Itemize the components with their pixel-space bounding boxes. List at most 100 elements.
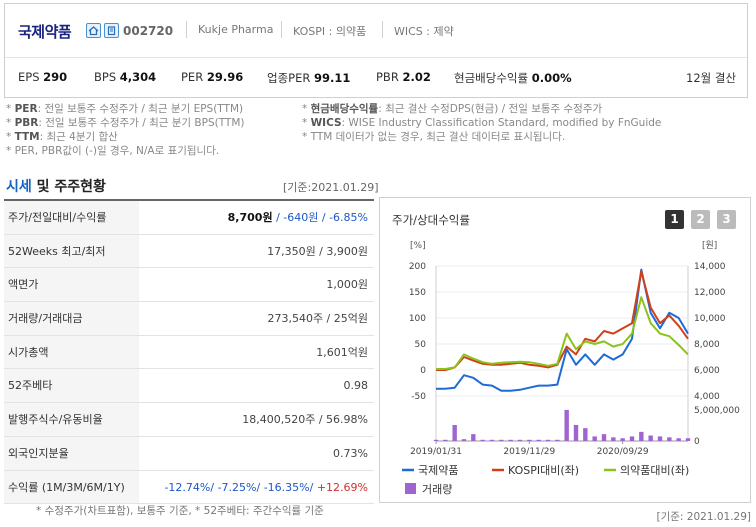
table-row: 거래량/거래대금 273,540주 / 25억원 (4, 302, 374, 336)
chart-title: 주가/상대수익률 (392, 213, 470, 227)
company-header: 국제약품 002720 Kukje Pharma KOSPI : 의약품 WIC… (4, 3, 748, 98)
company-name: 국제약품 (18, 23, 72, 41)
table-row: 주가/전일대비/수익률 8,700원 / -640원 / -6.85% (4, 201, 374, 235)
price-table: 주가/전일대비/수익률 8,700원 / -640원 / -6.85% 52We… (4, 199, 374, 505)
table-row: 액면가 1,000원 (4, 268, 374, 303)
volume-bar (471, 434, 476, 441)
chart-panel: 주가/상대수익률 1 2 3 [%] [원] 200 150 100 50 0 -50 14,0… (379, 197, 751, 503)
volume-bar (639, 431, 644, 441)
note-item: * PBR: 전일 보통주 수정주가 / 최근 분기 BPS(TTM) (6, 117, 245, 129)
volume-bar (601, 434, 607, 441)
notes-left: * PER: 전일 보통주 수정주가 / 최근 분기 EPS(TTM) * PB… (6, 102, 245, 158)
metric-per: PER 29.96 (181, 70, 244, 84)
english-name: Kukje Pharma (198, 23, 274, 36)
volume-bar (573, 425, 579, 441)
volume-bar (620, 438, 625, 441)
volume-bar (611, 437, 616, 441)
note-item: * 현금배당수익률: 최근 결산 수정DPS(현금) / 전일 보통주 수정주가 (302, 103, 603, 115)
wics-sector: WICS : 제약 (394, 25, 454, 38)
row-value: 1,000원 (326, 278, 368, 292)
section-title: 시세 및 주주현황 (6, 179, 106, 195)
note-item: * WICS: WISE Industry Classification Sta… (302, 117, 662, 129)
row-label: 액면가 (4, 268, 139, 302)
volume-bar (564, 409, 569, 441)
right-tick-label: 8,000 (694, 340, 720, 350)
metric-pbr: PBR 2.02 (376, 70, 431, 84)
table-row: 시가총액 1,601억원 (4, 335, 374, 370)
legend-label: 국제약품 (418, 463, 458, 477)
chart-page-3-button[interactable]: 3 (717, 210, 736, 229)
divider (186, 21, 187, 38)
row-value: 0.98 (343, 379, 369, 393)
kospi-sector: KOSPI : 의약품 (293, 25, 367, 38)
building-icon[interactable] (104, 23, 119, 38)
right-tick-label: 4,000 (694, 392, 720, 402)
right-tick-label: 6,000 (694, 366, 720, 376)
series-line-3 (436, 296, 689, 370)
left-tick-label: -50 (411, 392, 426, 402)
right-tick-label: 14,000 (694, 262, 726, 272)
series-line-2 (436, 270, 689, 371)
row-value: -12.74%/ -7.25%/ -16.35%/ +12.69% (164, 480, 368, 494)
volume-bar (508, 439, 513, 441)
volume-bar (443, 439, 448, 441)
volume-bar (648, 435, 653, 441)
row-value: 18,400,520주 / 56.98% (242, 413, 368, 427)
left-tick-label: 50 (415, 340, 427, 350)
volume-bar (433, 439, 439, 441)
home-icon[interactable] (86, 23, 101, 38)
row-label: 외국인지분율 (4, 436, 139, 470)
volume-bar (499, 439, 504, 441)
volume-bar (657, 436, 663, 441)
section-date: [기준:2021.01.29] (283, 181, 379, 194)
left-axis-unit: [%] (410, 241, 426, 251)
divider (281, 21, 282, 38)
table-row: 52Weeks 최고/최저 17,350원 / 3,900원 (4, 234, 374, 269)
row-value: 1,601억원 (316, 345, 368, 359)
chart-page-1-button[interactable]: 1 (665, 210, 684, 229)
header-metrics-row: EPS 290 BPS 4,304 PER 29.96 업종PER 99.11 … (5, 59, 747, 97)
left-tick-label: 150 (409, 288, 426, 298)
volume-bar (536, 439, 541, 441)
right-tick-label: 10,000 (694, 314, 726, 324)
x-tick-label: 2019/01/31 (410, 447, 462, 457)
row-label: 거래량/거래대금 (4, 302, 139, 335)
volume-bar (667, 437, 672, 441)
table-row: 발행주식수/유동비율 18,400,520주 / 56.98% (4, 403, 374, 437)
price-chart: [%] [원] 200 150 100 50 0 -50 14,000 12,000 10,000 8… (402, 240, 740, 496)
row-label: 52Weeks 최고/최저 (4, 234, 139, 268)
stock-code: 002720 (123, 24, 174, 38)
metric-bps: BPS 4,304 (94, 70, 157, 84)
notes-right: * 현금배당수익률: 최근 결산 수정DPS(현금) / 전일 보통주 수정주가… (302, 102, 661, 144)
table-row: 수익률 (1M/3M/6M/1Y) -12.74%/ -7.25%/ -16.3… (4, 470, 374, 505)
volume-bar (592, 436, 597, 441)
row-label: 수익률 (1M/3M/6M/1Y) (4, 470, 139, 504)
chart-footnote: [기준: 2021.01.29] (656, 511, 751, 523)
metric-eps: EPS 290 (18, 70, 68, 84)
row-value: 273,540주 / 25억원 (267, 312, 368, 326)
left-tick-label: 100 (409, 314, 426, 324)
note-item: * PER: 전일 보통주 수정주가 / 최근 분기 EPS(TTM) (6, 103, 244, 115)
left-tick-label: 200 (409, 262, 426, 272)
row-value: 8,700원 / -640원 / -6.85% (227, 211, 368, 224)
volume-bar (461, 439, 467, 441)
chart-page-2-button[interactable]: 2 (691, 210, 710, 229)
legend-volume-swatch (405, 483, 416, 494)
volume-bar (629, 436, 635, 441)
note-item: * TTM 데이터가 없는 경우, 최근 결산 데이터로 표시됩니다. (302, 131, 566, 143)
series-line-1 (436, 268, 689, 392)
volume-tick-label: 0 (694, 437, 700, 447)
volume-bar (489, 439, 495, 441)
volume-bar (480, 439, 485, 441)
x-tick-label: 2019/11/29 (503, 447, 555, 457)
row-value: 0.73% (333, 446, 368, 460)
volume-bar (676, 438, 681, 441)
x-tick-label: 2020/09/29 (597, 447, 649, 457)
legend-label: KOSPI대비(좌) (508, 464, 579, 477)
volume-tick-label: 5,000,000 (694, 406, 740, 416)
volume-bar (685, 438, 691, 441)
row-label: 52주베타 (4, 369, 139, 403)
row-label: 주가/전일대비/수익률 (4, 201, 139, 234)
divider (382, 21, 383, 38)
legend-label: 거래량 (422, 483, 452, 496)
